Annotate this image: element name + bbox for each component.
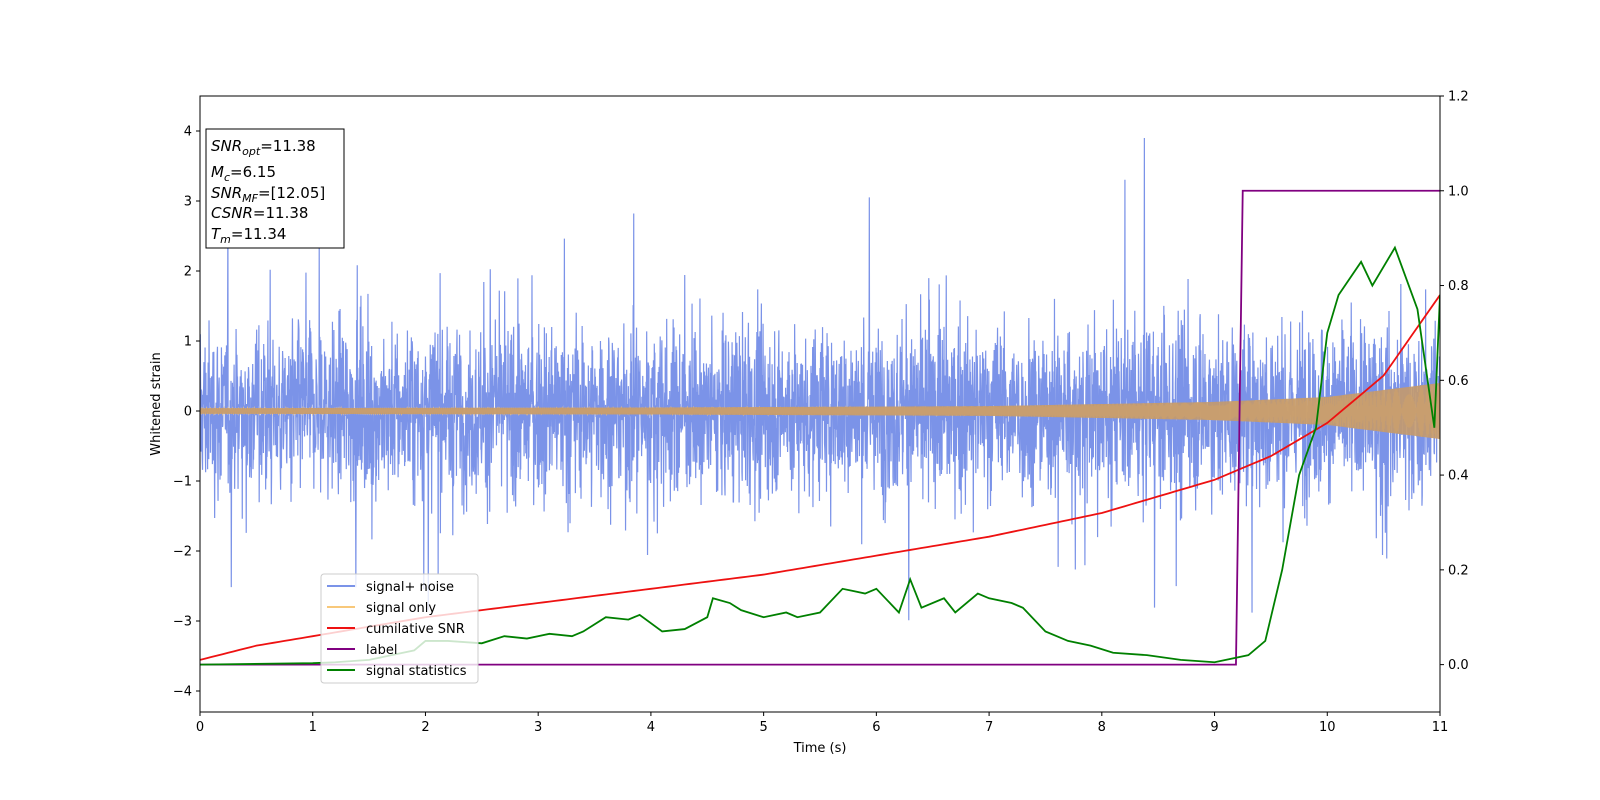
annotation-frame — [205, 128, 345, 249]
signal-only-envelope — [200, 383, 1440, 439]
y-axis-label: Whitened strain — [149, 352, 164, 455]
y-tick-label: 2 — [184, 265, 192, 280]
annotation-row: Mc=6.15 — [211, 163, 276, 184]
series-label — [200, 189, 1440, 666]
annotation-value: =11.38 — [253, 204, 309, 222]
x-tick-label: 5 — [759, 720, 767, 735]
x-tick-label: 1 — [309, 720, 317, 735]
x-tick-label: 8 — [1098, 720, 1106, 735]
y-tick-label: 3 — [184, 195, 192, 210]
x-tick-label: 3 — [534, 720, 542, 735]
annotation-symbol: SNR — [211, 184, 242, 202]
annotation-row: CSNR=11.38 — [211, 204, 308, 222]
x-tick-label: 7 — [985, 720, 993, 735]
y-tick-label: 0 — [184, 405, 192, 420]
x-tick-label: 11 — [1432, 720, 1449, 735]
series-signal-statistics — [200, 245, 1440, 666]
y-tick-label: −4 — [173, 685, 192, 700]
y2-tick-label: 1.0 — [1448, 184, 1469, 199]
legend-label: signal only — [366, 601, 436, 616]
y2-tick-label: 0.4 — [1448, 469, 1469, 484]
annotation-row: SNRopt=11.38 — [211, 137, 316, 158]
legend: signal+ noise signal only cumilative SNR la… — [320, 573, 479, 684]
x-tick-label: 10 — [1319, 720, 1336, 735]
annotation-value: =11.38 — [260, 137, 316, 155]
annotation-row: SNRMF=[12.05] — [211, 184, 325, 205]
plot-frame — [199, 95, 1441, 713]
metrics-annotation: SNRopt=11.38Mc=6.15SNRMF=[12.05]CSNR=11.… — [205, 128, 345, 249]
annotation-symbol: T — [211, 225, 222, 243]
y-tick-label: 1 — [184, 335, 192, 350]
y2-tick-label: 0.6 — [1448, 374, 1469, 389]
y2-tick-label: 1.2 — [1448, 90, 1469, 105]
x-tick-label: 9 — [1210, 720, 1218, 735]
annotation-subscript: MF — [242, 192, 258, 205]
y-axis-right: 1.2 1.0 0.8 0.6 0.4 0.2 0.0 — [1440, 90, 1469, 673]
annotation-value: =11.34 — [231, 225, 287, 243]
x-tick-label: 6 — [872, 720, 880, 735]
x-tick-label: 0 — [196, 720, 204, 735]
annotation-row: Tm=11.34 — [211, 225, 286, 246]
legend-label: cumilative SNR — [366, 622, 465, 637]
y-tick-label: 4 — [184, 125, 192, 140]
annotation-symbol: SNR — [211, 137, 242, 155]
annotation-symbol: M — [211, 163, 224, 181]
annotation-symbol: CSNR — [211, 204, 253, 222]
y-tick-label: −1 — [173, 475, 192, 490]
legend-label: label — [366, 643, 397, 658]
legend-label: signal+ noise — [366, 580, 454, 595]
y-tick-label: −2 — [173, 545, 192, 560]
annotation-subscript: opt — [242, 145, 261, 158]
annotation-subscript: m — [220, 233, 231, 246]
y-axis-left: 4 3 2 1 0 −1 −2 −3 −4 — [173, 125, 200, 700]
y2-tick-label: 0.2 — [1448, 563, 1469, 578]
annotation-subscript: c — [224, 171, 230, 184]
legend-frame — [320, 573, 479, 684]
y-tick-label: −3 — [173, 615, 192, 630]
x-tick-label: 2 — [421, 720, 429, 735]
annotation-value: =[12.05] — [258, 184, 325, 202]
y2-tick-label: 0.8 — [1448, 279, 1469, 294]
x-axis-label: Time (s) — [793, 741, 847, 756]
legend-label: signal statistics — [366, 664, 467, 679]
x-tick-label: 4 — [647, 720, 655, 735]
x-axis: 0 1 2 3 4 5 6 7 8 9 10 11 — [196, 712, 1448, 735]
annotation-value: =6.15 — [230, 163, 276, 181]
y2-tick-label: 0.0 — [1448, 658, 1469, 673]
